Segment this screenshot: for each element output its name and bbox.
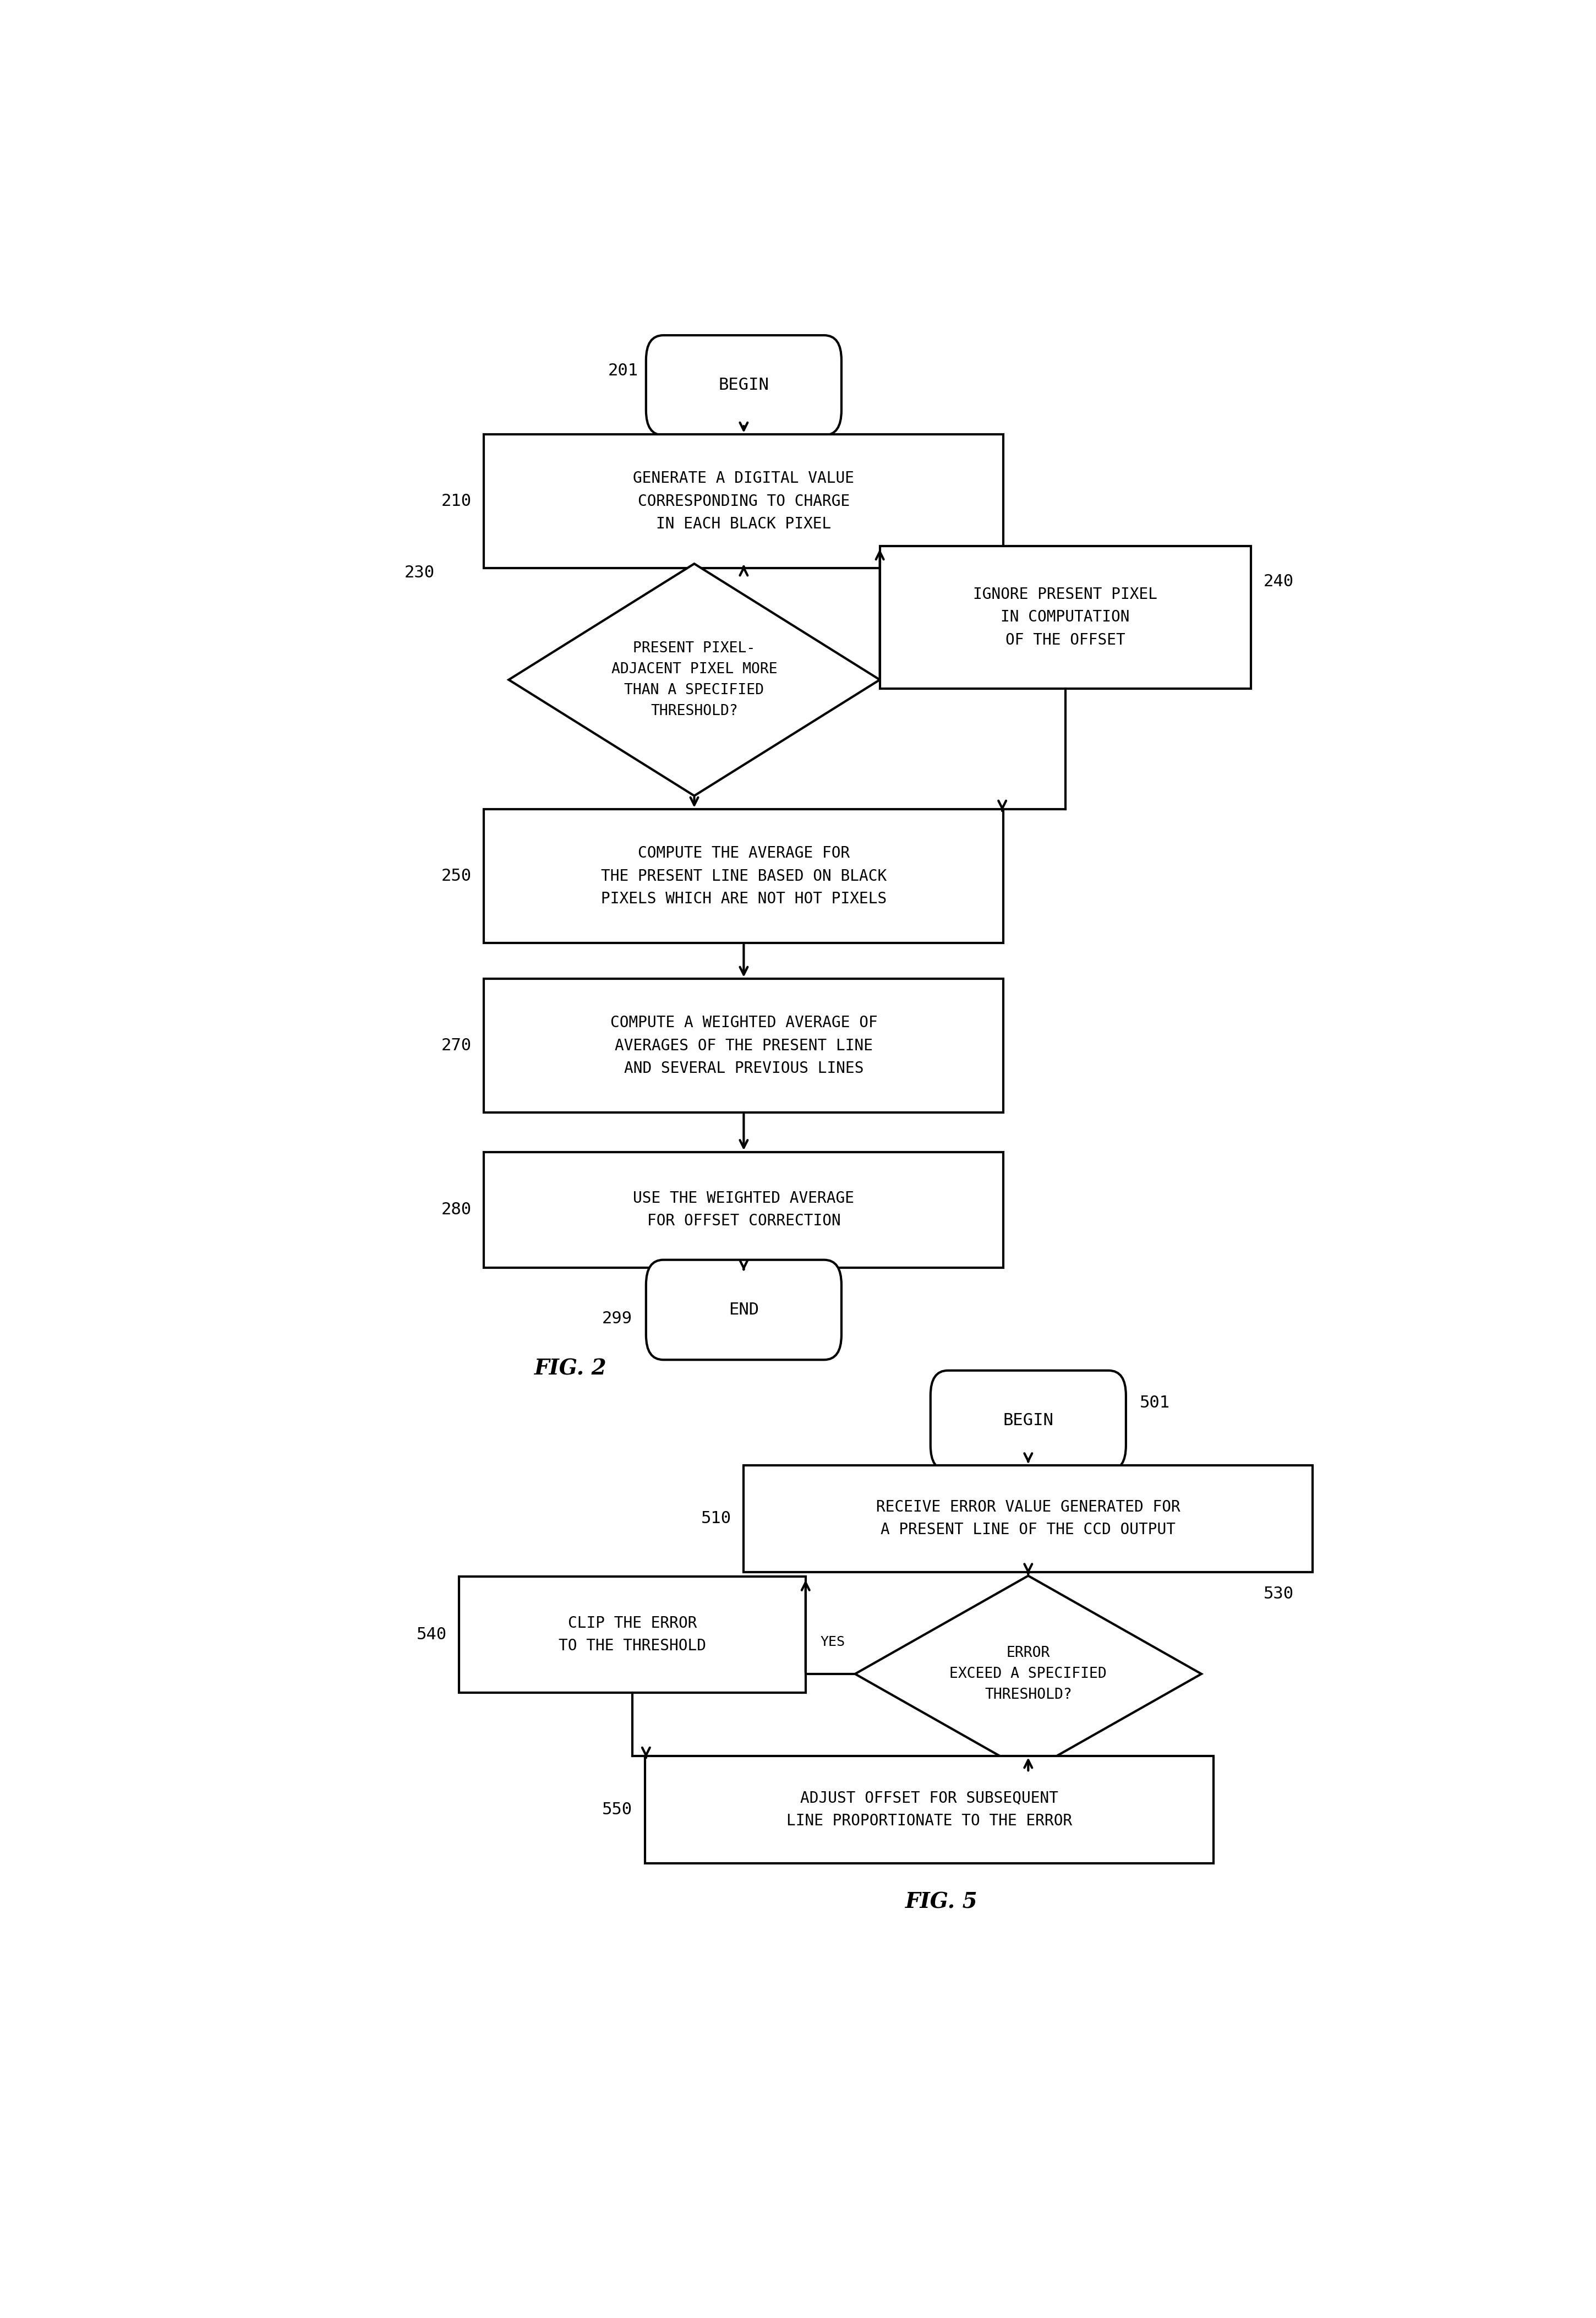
Text: BEGIN: BEGIN (718, 378, 769, 394)
FancyBboxPatch shape (646, 1261, 841, 1361)
FancyBboxPatch shape (744, 1465, 1312, 1572)
Text: 240: 240 (1262, 573, 1294, 589)
FancyBboxPatch shape (484, 978, 1004, 1113)
Text: 201: 201 (608, 364, 638, 378)
Text: BEGIN: BEGIN (1002, 1412, 1053, 1428)
Text: FIG. 2: FIG. 2 (535, 1358, 606, 1379)
Text: ERROR
EXCEED A SPECIFIED
THRESHOLD?: ERROR EXCEED A SPECIFIED THRESHOLD? (950, 1646, 1108, 1701)
FancyBboxPatch shape (484, 1152, 1004, 1268)
Text: NO: NO (1026, 1794, 1042, 1806)
Text: 230: 230 (404, 566, 434, 580)
Text: 210: 210 (440, 494, 472, 510)
Text: RECEIVE ERROR VALUE GENERATED FOR
A PRESENT LINE OF THE CCD OUTPUT: RECEIVE ERROR VALUE GENERATED FOR A PRES… (876, 1500, 1181, 1537)
Text: 510: 510 (701, 1511, 731, 1528)
Polygon shape (509, 563, 879, 795)
Text: 540: 540 (417, 1627, 447, 1643)
Text: 530: 530 (1264, 1586, 1294, 1602)
Text: CLIP THE ERROR
TO THE THRESHOLD: CLIP THE ERROR TO THE THRESHOLD (559, 1616, 705, 1653)
Text: 250: 250 (440, 869, 472, 883)
FancyBboxPatch shape (484, 433, 1004, 568)
FancyBboxPatch shape (930, 1370, 1125, 1470)
Text: 550: 550 (602, 1801, 632, 1817)
Text: COMPUTE A WEIGHTED AVERAGE OF
AVERAGES OF THE PRESENT LINE
AND SEVERAL PREVIOUS : COMPUTE A WEIGHTED AVERAGE OF AVERAGES O… (610, 1015, 878, 1076)
Text: 270: 270 (440, 1038, 472, 1055)
FancyBboxPatch shape (460, 1576, 806, 1692)
FancyBboxPatch shape (646, 336, 841, 436)
Text: END: END (728, 1303, 760, 1319)
Text: USE THE WEIGHTED AVERAGE
FOR OFFSET CORRECTION: USE THE WEIGHTED AVERAGE FOR OFFSET CORR… (634, 1191, 854, 1229)
FancyBboxPatch shape (484, 809, 1004, 943)
Polygon shape (855, 1576, 1202, 1771)
Text: ADJUST OFFSET FOR SUBSEQUENT
LINE PROPORTIONATE TO THE ERROR: ADJUST OFFSET FOR SUBSEQUENT LINE PROPOR… (787, 1789, 1073, 1829)
FancyBboxPatch shape (879, 547, 1251, 688)
Text: FIG. 5: FIG. 5 (905, 1891, 978, 1912)
Text: GENERATE A DIGITAL VALUE
CORRESPONDING TO CHARGE
IN EACH BLACK PIXEL: GENERATE A DIGITAL VALUE CORRESPONDING T… (634, 471, 854, 531)
Text: PRESENT PIXEL-
ADJACENT PIXEL MORE
THAN A SPECIFIED
THRESHOLD?: PRESENT PIXEL- ADJACENT PIXEL MORE THAN … (611, 642, 777, 719)
Text: IGNORE PRESENT PIXEL
IN COMPUTATION
OF THE OFFSET: IGNORE PRESENT PIXEL IN COMPUTATION OF T… (974, 586, 1157, 647)
Text: 501: 501 (1140, 1395, 1170, 1412)
FancyBboxPatch shape (645, 1757, 1213, 1864)
Text: COMPUTE THE AVERAGE FOR
THE PRESENT LINE BASED ON BLACK
PIXELS WHICH ARE NOT HOT: COMPUTE THE AVERAGE FOR THE PRESENT LINE… (600, 846, 887, 906)
Text: NO: NO (680, 818, 696, 830)
Text: 299: 299 (602, 1310, 632, 1326)
Text: YES: YES (889, 642, 915, 654)
Text: YES: YES (820, 1634, 846, 1648)
Text: 280: 280 (440, 1201, 472, 1217)
